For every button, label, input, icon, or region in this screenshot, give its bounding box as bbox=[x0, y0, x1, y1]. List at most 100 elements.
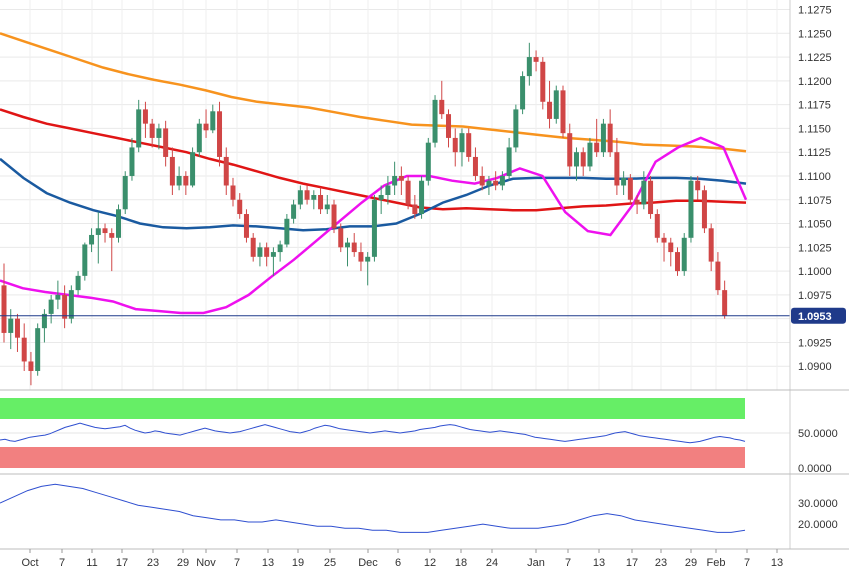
candle-body bbox=[520, 76, 526, 110]
price-tick-label: 1.1100 bbox=[798, 171, 831, 183]
candle-body bbox=[419, 180, 425, 215]
candle-body bbox=[600, 123, 606, 153]
current-price-label: 1.0953 bbox=[798, 311, 832, 323]
price-grid bbox=[0, 0, 790, 390]
candle-body bbox=[169, 156, 175, 186]
candle-body bbox=[425, 142, 431, 181]
candle-body bbox=[115, 209, 121, 238]
sma200-line bbox=[0, 32, 747, 153]
price-tick-label: 1.0975 bbox=[798, 290, 832, 302]
candle-body bbox=[553, 90, 559, 119]
candle-body bbox=[466, 133, 472, 157]
candle-body bbox=[95, 228, 101, 235]
candle-body bbox=[196, 123, 202, 153]
time-axis: Oct 7 11 17 23 29 Nov 7 13 19 25 Dec 6 12 18 24 Jan 7 13 17… bbox=[21, 549, 783, 569]
candle-body bbox=[560, 90, 566, 134]
time-tick-label: 7 bbox=[234, 557, 240, 569]
time-tick-label: Nov bbox=[196, 557, 216, 569]
oscillator-1-line bbox=[0, 422, 746, 444]
candle-body bbox=[493, 180, 499, 186]
price-tick-label: 1.1125 bbox=[798, 147, 831, 159]
candle-body bbox=[621, 177, 627, 186]
candle-body bbox=[176, 175, 182, 186]
time-tick-label: 7 bbox=[565, 557, 571, 569]
candle-body bbox=[526, 57, 532, 77]
candle-body bbox=[142, 109, 148, 124]
candle-body bbox=[472, 156, 478, 176]
candle-body bbox=[378, 195, 384, 200]
time-tick-label: 13 bbox=[262, 557, 274, 569]
price-tick-label: 1.1175 bbox=[798, 100, 831, 112]
candle-body bbox=[351, 242, 357, 253]
candle-body bbox=[210, 111, 216, 131]
candle-body bbox=[149, 123, 155, 138]
price-tick-label: 1.1275 bbox=[798, 5, 832, 17]
time-tick-label: 12 bbox=[424, 557, 436, 569]
candle-body bbox=[223, 156, 229, 186]
candle-body bbox=[722, 290, 728, 316]
candle-body bbox=[567, 133, 573, 167]
candle-body bbox=[654, 214, 660, 238]
candle-body bbox=[614, 152, 620, 186]
time-tick-label: 7 bbox=[744, 557, 750, 569]
candle-body bbox=[297, 190, 303, 205]
current-price-tag-bg bbox=[791, 307, 846, 324]
price-tick-label: 1.1025 bbox=[798, 242, 832, 254]
candle-body bbox=[230, 185, 236, 200]
candle-body bbox=[708, 228, 714, 262]
time-tick-label: 13 bbox=[593, 557, 605, 569]
sma100-line bbox=[0, 108, 747, 212]
time-tick-label: 23 bbox=[147, 557, 159, 569]
oscillator-1-panel: 50.0000 0.0000 bbox=[0, 398, 838, 475]
panel-frames bbox=[0, 0, 849, 550]
candle-body bbox=[109, 233, 115, 238]
candle-body bbox=[358, 252, 364, 262]
candle-body bbox=[405, 180, 411, 205]
candle-body bbox=[102, 228, 108, 234]
candle-body bbox=[55, 294, 61, 300]
time-tick-label: 7 bbox=[59, 557, 65, 569]
candle-body bbox=[479, 175, 485, 186]
candle-body bbox=[412, 204, 418, 215]
price-axis: 1.1275 1.1250 1.1225 1.1200 1.1175 1.1150 1.11… bbox=[798, 5, 832, 374]
price-tick-label: 1.1075 bbox=[798, 195, 832, 207]
candle-body bbox=[35, 328, 41, 371]
price-tick-label: 1.1200 bbox=[798, 76, 832, 88]
candle-body bbox=[68, 290, 74, 319]
candle-body bbox=[82, 244, 88, 276]
time-tick-label: 11 bbox=[86, 557, 97, 569]
current-price-tag: 1.0953 bbox=[791, 307, 846, 324]
candle-body bbox=[48, 299, 54, 314]
candle-body bbox=[661, 237, 667, 243]
candle-body bbox=[681, 237, 687, 272]
candle-body bbox=[156, 128, 162, 138]
candle-body bbox=[217, 111, 223, 157]
price-tick-label: 1.1250 bbox=[798, 28, 832, 40]
time-tick-label: 17 bbox=[116, 557, 128, 569]
candle-body bbox=[486, 180, 492, 186]
oversold-band bbox=[0, 447, 745, 468]
candle-body bbox=[641, 180, 647, 205]
oscillator-2-tick-label: 30.0000 bbox=[798, 498, 838, 510]
candle-body bbox=[344, 242, 350, 248]
candle-body bbox=[190, 152, 196, 186]
candle-body bbox=[318, 195, 324, 210]
time-tick-label: 18 bbox=[455, 557, 467, 569]
oscillator-2-line bbox=[0, 483, 746, 533]
candle-body bbox=[627, 177, 633, 200]
candle-body bbox=[594, 142, 600, 153]
overbought-band bbox=[0, 398, 745, 419]
price-tick-label: 1.1000 bbox=[798, 266, 832, 278]
time-tick-label: 25 bbox=[324, 557, 336, 569]
candle-body bbox=[385, 185, 391, 195]
candle-body bbox=[284, 218, 290, 245]
candle-body bbox=[439, 99, 445, 115]
candle-body bbox=[365, 256, 371, 262]
candles bbox=[1, 42, 728, 386]
candle-body bbox=[607, 123, 613, 153]
candle-body bbox=[243, 214, 249, 238]
candle-body bbox=[331, 204, 337, 229]
time-tick-label: Oct bbox=[21, 557, 38, 569]
candle-body bbox=[8, 318, 14, 333]
